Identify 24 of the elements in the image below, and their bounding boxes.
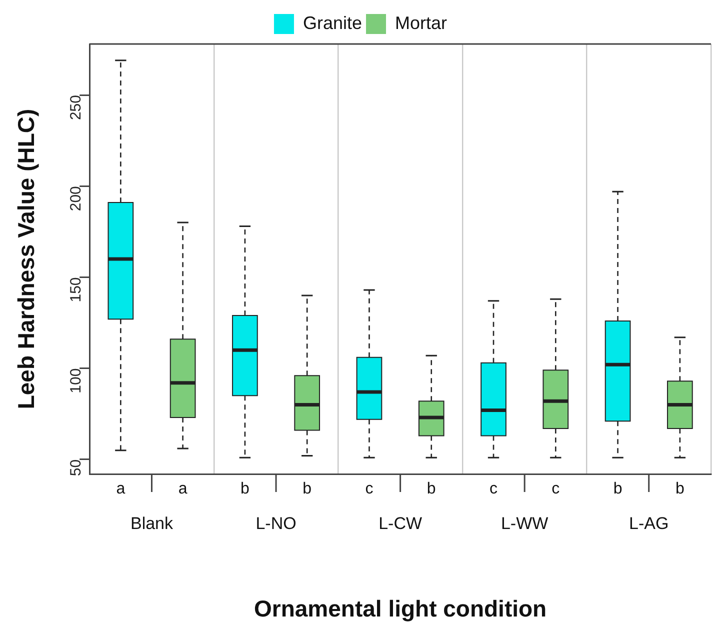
x-axis-title: Ornamental light condition bbox=[254, 596, 547, 622]
text: a bbox=[178, 480, 188, 498]
text: b bbox=[426, 480, 436, 498]
y-tick-label: 50 bbox=[68, 459, 85, 476]
y-tick-label: 100 bbox=[68, 368, 85, 394]
x-tick-label: Blank bbox=[130, 514, 174, 533]
text: c bbox=[552, 480, 560, 498]
x-tick-label: L-WW bbox=[500, 514, 548, 533]
y-tick-label: 150 bbox=[68, 277, 85, 302]
text: b bbox=[240, 480, 250, 498]
x-tick-label: L-AG bbox=[629, 514, 669, 533]
text: b bbox=[302, 480, 312, 498]
y-axis-title: Leeb Hardness Value (HLC) bbox=[13, 108, 40, 410]
legend-label: Granite bbox=[302, 12, 362, 33]
text: c bbox=[365, 480, 374, 498]
text: c bbox=[490, 480, 498, 498]
y-tick-label: 200 bbox=[68, 186, 85, 212]
text: b bbox=[613, 480, 622, 498]
y-tick-label: 250 bbox=[68, 95, 85, 120]
x-tick-label: L-NO bbox=[256, 514, 296, 533]
x-tick-label: L-CW bbox=[378, 514, 422, 533]
legend-label: Mortar bbox=[395, 12, 448, 33]
text: b bbox=[675, 480, 684, 498]
text: a bbox=[116, 480, 126, 498]
